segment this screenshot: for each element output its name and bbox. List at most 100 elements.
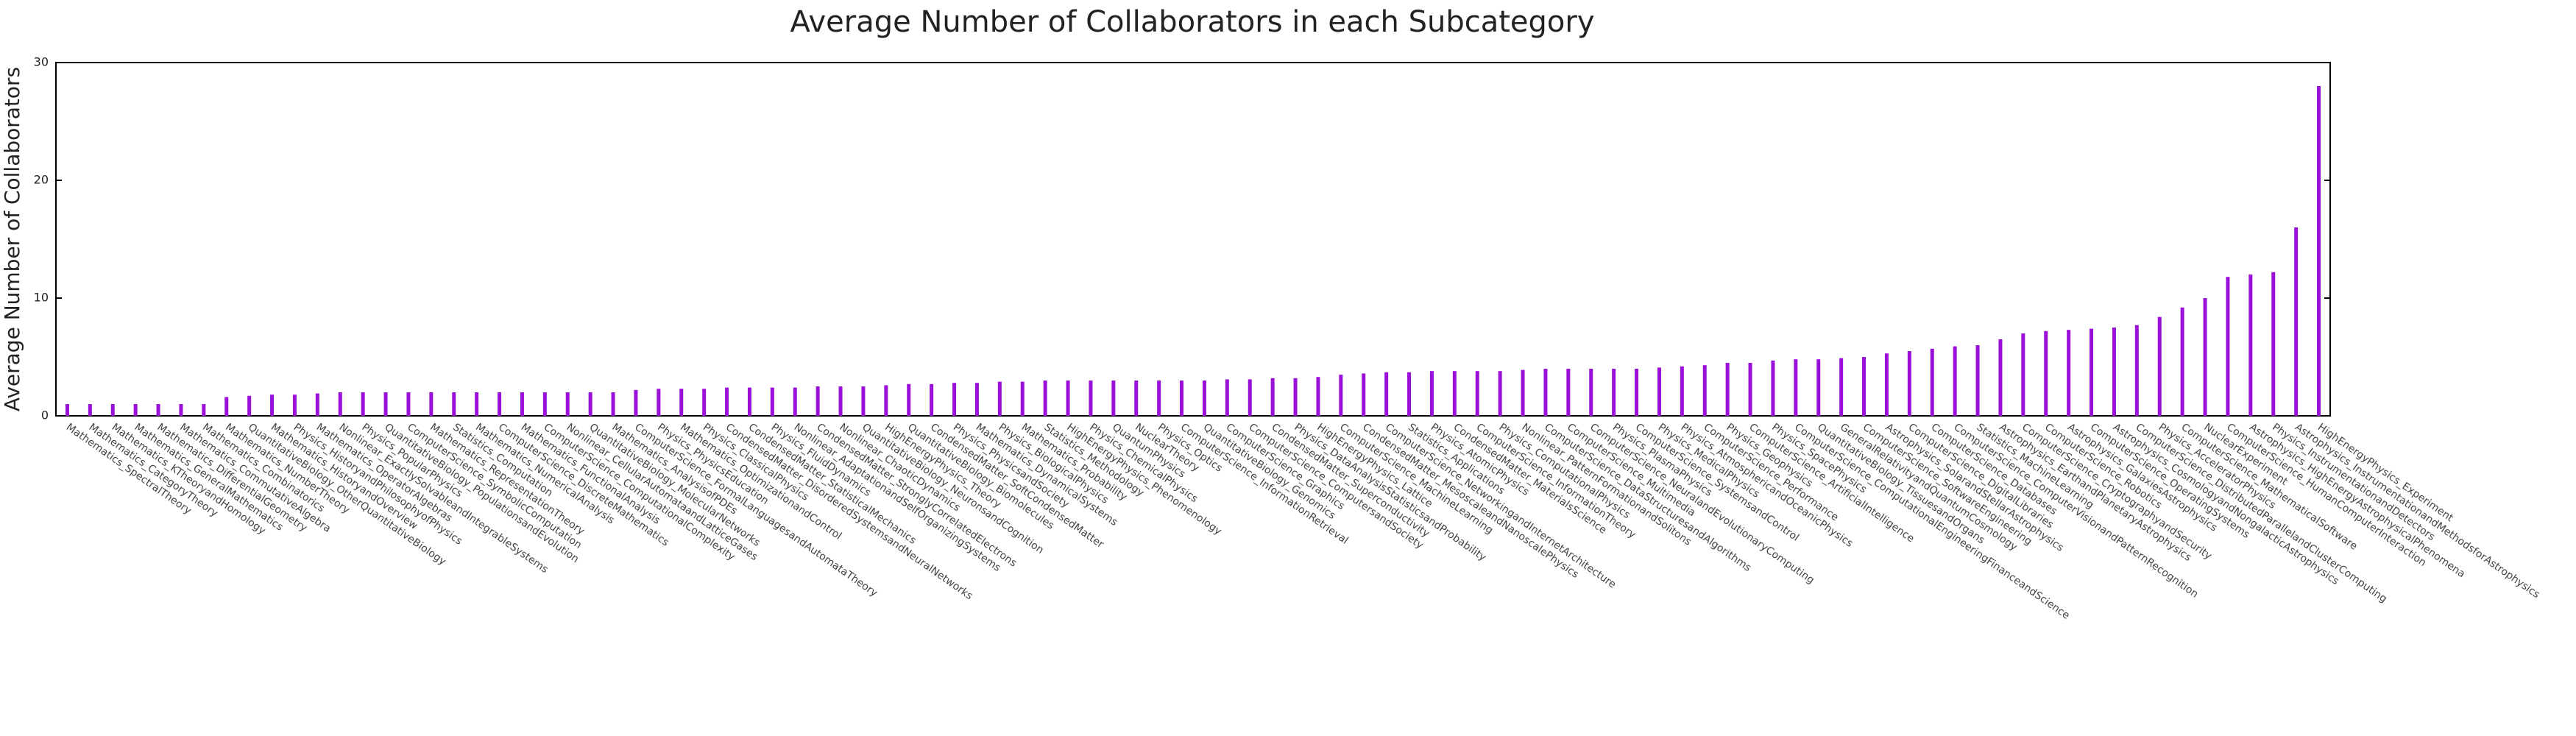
bar bbox=[1771, 360, 1775, 416]
bar bbox=[2090, 328, 2094, 416]
bar bbox=[202, 404, 206, 416]
bar bbox=[2203, 298, 2207, 416]
bar bbox=[2134, 325, 2139, 416]
bar bbox=[1020, 381, 1025, 416]
bar bbox=[611, 392, 615, 416]
bar bbox=[542, 392, 547, 416]
bar bbox=[1566, 369, 1571, 416]
bar bbox=[1339, 375, 1343, 416]
plot-frame bbox=[55, 62, 2331, 417]
bar bbox=[952, 383, 957, 416]
bar bbox=[747, 387, 751, 416]
bar bbox=[429, 392, 434, 416]
bar bbox=[156, 404, 160, 416]
bar bbox=[1111, 381, 1116, 416]
bar bbox=[224, 397, 229, 416]
bar bbox=[338, 392, 342, 416]
bar bbox=[520, 392, 524, 416]
bar bbox=[974, 383, 979, 416]
bar bbox=[1293, 378, 1298, 416]
y-tick-label: 0 bbox=[41, 408, 49, 422]
y-axis-label: Average Number of Collaborators bbox=[0, 67, 24, 411]
bar bbox=[361, 392, 365, 416]
bar bbox=[1316, 377, 1320, 416]
y-tick-label: 20 bbox=[34, 173, 49, 187]
y-tick-label: 30 bbox=[34, 55, 49, 69]
bar bbox=[1180, 381, 1184, 416]
bar bbox=[907, 383, 911, 416]
bar bbox=[292, 394, 297, 416]
bar bbox=[1862, 357, 1866, 416]
bar bbox=[1884, 353, 1889, 416]
bar bbox=[838, 386, 843, 416]
bar bbox=[2248, 275, 2253, 416]
bar bbox=[315, 393, 319, 416]
bar bbox=[270, 394, 275, 416]
bar bbox=[725, 387, 729, 416]
bar bbox=[1748, 363, 1752, 416]
bar bbox=[1657, 367, 1661, 416]
bar bbox=[179, 404, 183, 416]
bar bbox=[884, 385, 888, 416]
bar bbox=[1248, 379, 1252, 416]
bar bbox=[383, 392, 388, 416]
bar bbox=[702, 389, 707, 416]
bar bbox=[1589, 369, 1593, 416]
bar bbox=[110, 404, 115, 416]
bar bbox=[1452, 371, 1457, 416]
bar bbox=[1134, 381, 1139, 416]
bar bbox=[1498, 371, 1502, 416]
bar bbox=[1202, 381, 1206, 416]
bar bbox=[2112, 328, 2116, 416]
bar bbox=[498, 392, 502, 416]
bar bbox=[1998, 339, 2003, 416]
bar bbox=[133, 404, 138, 416]
bar bbox=[1043, 381, 1047, 416]
bar bbox=[406, 392, 411, 416]
bar bbox=[634, 389, 638, 416]
bar bbox=[930, 383, 934, 416]
bar bbox=[1725, 363, 1730, 416]
bar bbox=[997, 381, 1002, 416]
bar bbox=[1362, 373, 1366, 416]
bar bbox=[247, 395, 252, 416]
bar bbox=[2294, 227, 2299, 416]
bar bbox=[815, 386, 820, 416]
bar bbox=[1475, 371, 1479, 416]
bar bbox=[1635, 369, 1639, 416]
bar bbox=[1407, 372, 1412, 416]
bar bbox=[2317, 86, 2321, 416]
y-tick-label: 10 bbox=[34, 291, 49, 305]
bar bbox=[1157, 381, 1161, 416]
bar bbox=[2044, 330, 2048, 416]
bar bbox=[679, 389, 684, 416]
bar bbox=[2157, 316, 2162, 416]
bar bbox=[452, 392, 456, 416]
bar bbox=[1612, 369, 1616, 416]
bar bbox=[793, 387, 797, 416]
bar bbox=[1702, 365, 1707, 416]
bar bbox=[1543, 369, 1548, 416]
bar bbox=[1953, 346, 1957, 416]
bar bbox=[2226, 277, 2230, 416]
bar bbox=[1975, 345, 1980, 416]
bar bbox=[1907, 351, 1911, 416]
bar bbox=[2067, 330, 2071, 416]
bar bbox=[1839, 358, 1844, 416]
bar bbox=[1680, 366, 1684, 416]
bar bbox=[657, 389, 661, 416]
bar bbox=[565, 392, 570, 416]
chart-title: Average Number of Collaborators in each … bbox=[790, 5, 1594, 39]
x-tick-label: Physics_InstrumentationandDetectors bbox=[2270, 421, 2437, 543]
bar bbox=[1270, 378, 1275, 416]
bar bbox=[1384, 372, 1389, 416]
bar bbox=[2180, 307, 2184, 416]
bar bbox=[2021, 333, 2025, 416]
bar bbox=[1225, 379, 1229, 416]
bar bbox=[1066, 381, 1070, 416]
bar bbox=[65, 404, 69, 416]
bar bbox=[475, 392, 479, 416]
bar bbox=[1429, 371, 1434, 416]
bar bbox=[1521, 369, 1525, 416]
